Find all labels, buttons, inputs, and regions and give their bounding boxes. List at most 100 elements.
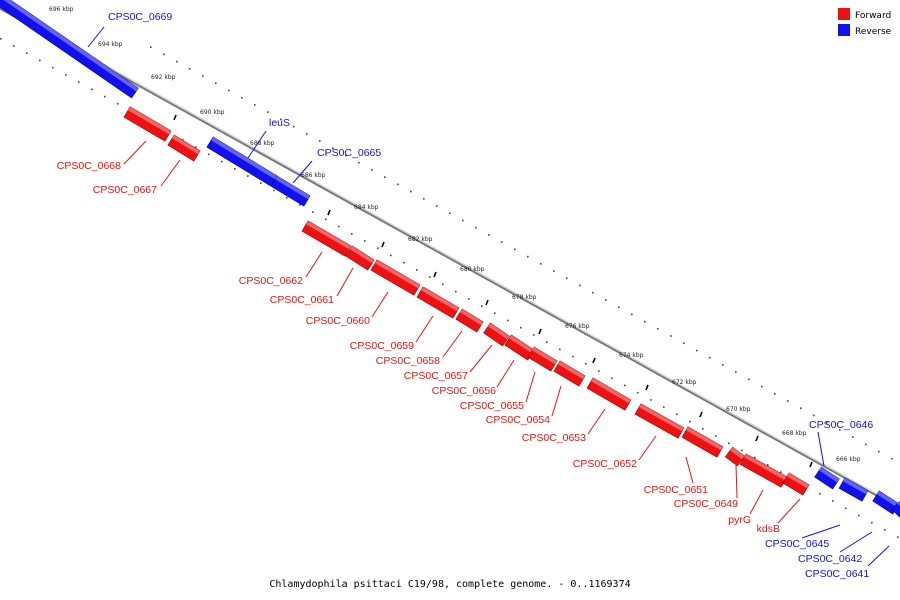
gene-cps0c_0662[interactable] [301,220,352,257]
guide-dot [605,299,607,301]
gene-cps0c_0658[interactable] [455,308,484,333]
guide-dot [702,428,704,430]
gene-cps0c_0655[interactable] [527,346,558,372]
gene-cps0c_0660[interactable] [370,259,421,296]
guide-dot [228,89,230,92]
gene-highlight [1,0,139,92]
gene-label-leus[interactable]: leuS [269,117,290,129]
label-leader-line [442,330,463,358]
label-leader-line [867,545,890,567]
gene-cps0c_0654[interactable] [553,360,586,387]
label-leader-line [551,385,562,417]
guide-dot [390,254,392,257]
guide-dot [507,319,509,322]
guide-dot [0,38,2,40]
gene-pyrg[interactable] [739,453,788,488]
gene-cps0c_0645[interactable] [838,477,869,502]
gene-label-cps0c_0646[interactable]: CPS0C_0646 [809,419,873,431]
guide-dot [371,169,373,171]
guide-dot [546,341,548,343]
gene-cps0c_0665[interactable] [270,175,311,207]
guide-dot [637,391,639,394]
gene-highlight [128,106,172,135]
gene-label-cps0c_0649[interactable]: CPS0C_0649 [674,498,738,510]
tick-label: 686 kbp [301,172,326,179]
gene-body [553,360,586,387]
guide-dot [748,378,750,381]
guide-dot [176,60,178,63]
gene-body [167,134,201,162]
gene-body [681,426,724,458]
tick-label: 682 kbp [408,236,433,243]
gene-label-cps0c_0659[interactable]: CPS0C_0659 [350,340,414,352]
guide-dot [338,225,340,228]
gene-cps0c_0649[interactable] [724,446,746,467]
gene-label-cps0c_0653[interactable]: CPS0C_0653 [522,432,586,444]
gene-label-cps0c_0645[interactable]: CPS0C_0645 [765,538,829,550]
guide-dot [624,384,626,387]
gene-cps0c_0652[interactable] [634,403,685,439]
guide-dot [78,81,80,83]
gene-label-cps0c_0656[interactable]: CPS0C_0656 [432,385,496,397]
guide-dot [280,118,282,121]
tick-label: 696 kbp [49,6,74,13]
gene-label-cps0c_0662[interactable]: CPS0C_0662 [239,275,303,287]
guide-dot [566,277,568,280]
guide-dot [631,313,633,316]
gene-label-cps0c_0654[interactable]: CPS0C_0654 [486,414,550,426]
gene-cps0c_0668[interactable] [123,106,172,142]
gene-label-cps0c_0657[interactable]: CPS0C_0657 [404,370,468,382]
gene-cps0c_0657[interactable] [483,322,510,347]
gene-highlight [638,403,684,432]
gene-cps0c_0653[interactable] [586,377,632,411]
gene-label-cps0c_0655[interactable]: CPS0C_0655 [460,400,524,412]
guide-dot [735,371,737,373]
gene-label-cps0c_0668[interactable]: CPS0C_0668 [57,160,121,172]
label-leader-line [777,498,801,524]
gene-cps0c_0661[interactable] [345,245,375,271]
gene-label-cps0c_0665[interactable]: CPS0C_0665 [317,147,381,159]
guide-dot [13,45,15,47]
tick-label: 668 kbp [782,430,807,437]
gene-cps0c_0659[interactable] [416,286,460,319]
gene-cps0c_0641[interactable] [891,500,900,520]
tick-label: 676 kbp [565,323,590,330]
guide-dot [741,449,743,452]
label-leader-line [801,524,841,539]
gene-label-cps0c_0661[interactable]: CPS0C_0661 [270,294,334,306]
guide-dot [384,176,386,178]
gene-label-cps0c_0658[interactable]: CPS0C_0658 [376,355,440,367]
gene-highlight [819,467,840,483]
gene-cps0c_0651[interactable] [681,426,724,458]
tick-label: 690 kbp [200,109,225,116]
gene-label-cps0c_0652[interactable]: CPS0C_0652 [573,458,637,470]
guide-dot [787,400,789,402]
gene-cps0c_0656[interactable] [504,334,535,361]
gene-highlight [743,453,787,481]
gene-body [345,245,375,271]
guide-dot [494,312,496,315]
gene-label-cps0c_0642[interactable]: CPS0C_0642 [798,553,862,565]
guide-dot [611,377,613,380]
gene-features[interactable] [0,0,900,520]
gene-body [455,308,484,333]
gene-label-cps0c_0651[interactable]: CPS0C_0651 [644,484,708,496]
tick-mark [592,357,596,364]
gene-label-cps0c_0667[interactable]: CPS0C_0667 [93,184,157,196]
label-leader-line [525,371,536,403]
gene-label-kdsb[interactable]: kdsB [757,523,780,535]
gene-label-cps0c_0669[interactable]: CPS0C_0669 [108,11,172,23]
gene-cps0c_0667[interactable] [167,134,201,162]
gene-body [634,403,685,439]
gene-kdsb[interactable] [782,472,810,496]
guide-dot [293,125,295,128]
gene-body [301,220,352,257]
backbone-line [0,6,900,510]
gene-label-cps0c_0641[interactable]: CPS0C_0641 [805,568,869,580]
gene-cps0c_0669[interactable] [0,0,139,99]
guide-dot [767,464,769,466]
gene-label-cps0c_0660[interactable]: CPS0C_0660 [306,315,370,327]
gene-cps0c_0646[interactable] [814,466,840,490]
gene-label-pyrg[interactable]: pyrG [728,514,751,526]
